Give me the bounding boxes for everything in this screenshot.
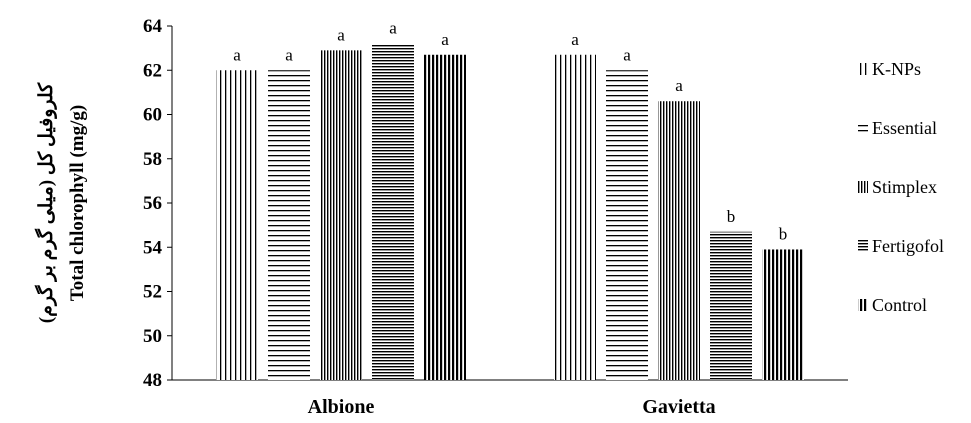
significance-letter: a bbox=[233, 45, 241, 64]
significance-letter: b bbox=[779, 224, 788, 243]
significance-letter: a bbox=[285, 45, 293, 64]
y-tick-label: 58 bbox=[143, 149, 162, 170]
bar-essential-gavietta bbox=[606, 70, 648, 380]
legend-label: Control bbox=[872, 295, 927, 315]
significance-letter: a bbox=[675, 76, 683, 95]
significance-letter: a bbox=[571, 30, 579, 49]
y-tick-label: 60 bbox=[143, 105, 162, 126]
significance-letter: a bbox=[441, 30, 449, 49]
legend-label: Essential bbox=[872, 118, 937, 138]
y-tick-label: 48 bbox=[143, 370, 162, 391]
x-category-label: Albione bbox=[308, 396, 375, 418]
y-tick-label: 52 bbox=[143, 282, 162, 303]
bar-control-albione bbox=[424, 54, 466, 380]
y-tick-label: 54 bbox=[143, 237, 163, 258]
significance-letter: b bbox=[727, 207, 736, 226]
legend-swatch bbox=[858, 240, 868, 252]
y-axis-title-fa: کلروفیل کل (میلی گرم بر گرم) bbox=[34, 82, 57, 323]
bar-essential-albione bbox=[268, 70, 310, 380]
bar-stimplex-gavietta bbox=[658, 101, 700, 380]
significance-letter: a bbox=[389, 19, 397, 38]
legend-swatch bbox=[858, 181, 868, 193]
bar-stimplex-albione bbox=[320, 50, 362, 381]
legend-label: Fertigofol bbox=[872, 236, 944, 256]
legend-swatch bbox=[858, 63, 868, 75]
bar-fertigofol-gavietta bbox=[710, 231, 752, 380]
y-axis-title-en: Total chlorophyll (mg/g) bbox=[67, 105, 88, 301]
legend: K-NPs Essential Stimplex Fertigofol Control bbox=[858, 59, 944, 315]
bars: a a a a a Albione a a a b b Gavietta bbox=[216, 19, 804, 418]
significance-letter: a bbox=[337, 25, 345, 44]
y-tick-label: 56 bbox=[143, 193, 162, 214]
legend-swatch bbox=[858, 299, 868, 311]
bar-k-nps-albione bbox=[216, 70, 258, 380]
y-tick-label: 62 bbox=[143, 60, 162, 81]
legend-label: Stimplex bbox=[872, 177, 937, 197]
y-tick-label: 64 bbox=[143, 16, 163, 37]
bar-fertigofol-albione bbox=[372, 43, 414, 380]
significance-letter: a bbox=[623, 45, 631, 64]
legend-label: K-NPs bbox=[872, 59, 921, 79]
x-category-label: Gavietta bbox=[642, 396, 715, 418]
y-axis-title: کلروفیل کل (میلی گرم بر گرم) Total chlor… bbox=[34, 82, 88, 323]
bar-control-gavietta bbox=[762, 249, 804, 380]
y-tick-label: 50 bbox=[143, 326, 162, 347]
bar-k-nps-gavietta bbox=[554, 54, 596, 380]
legend-swatch bbox=[858, 122, 868, 134]
